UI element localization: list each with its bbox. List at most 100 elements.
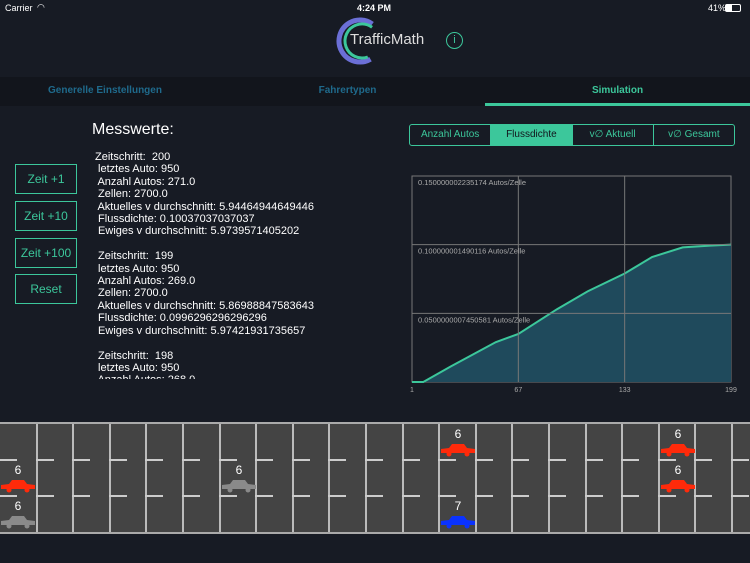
lane-marking <box>365 495 383 497</box>
cell-divider <box>621 424 623 532</box>
car-icon <box>441 516 475 529</box>
cell-divider <box>72 424 74 532</box>
x-tick-label: 133 <box>619 387 631 394</box>
lane-marking <box>328 459 346 461</box>
x-tick-label: 199 <box>725 387 737 394</box>
cell-divider <box>182 424 184 532</box>
lane-marking <box>438 495 456 497</box>
lane-marking <box>328 495 346 497</box>
chart-tab-anzahl-autos[interactable]: Anzahl Autos <box>410 125 492 145</box>
tab-bar: Generelle Einstellungen Fahrertypen Simu… <box>0 77 750 106</box>
car-icon <box>1 516 35 529</box>
lane-marking <box>365 459 383 461</box>
info-circle-icon[interactable]: i <box>446 32 463 49</box>
lane-marking <box>109 459 127 461</box>
lane-marking <box>36 459 54 461</box>
chart-tab-v-aktuell[interactable]: v∅ Aktuell <box>573 125 654 145</box>
car: 6 <box>0 461 36 495</box>
car: 6 <box>221 461 257 495</box>
tab-generelle-einstellungen[interactable]: Generelle Einstellungen <box>48 85 162 96</box>
lane-marking <box>585 459 603 461</box>
cell-divider <box>328 424 330 532</box>
car: 6 <box>0 497 36 531</box>
car-icon <box>661 444 695 457</box>
lane-marking <box>255 459 273 461</box>
lane-marking <box>182 495 200 497</box>
car: 7 <box>440 497 476 531</box>
lane-marking <box>182 459 200 461</box>
lane-marking <box>0 459 17 461</box>
time-plus-100-button[interactable]: Zeit +100 <box>15 238 77 268</box>
y-tick-label: 0.100000001490116 Autos/Zelle <box>418 247 525 256</box>
cell-divider <box>109 424 111 532</box>
lane-marking <box>621 495 639 497</box>
cell-divider <box>585 424 587 532</box>
lane-marking <box>255 495 273 497</box>
lane-marking <box>548 459 566 461</box>
lane-marking <box>658 495 676 497</box>
logo-text: TrafficMath <box>350 31 425 48</box>
cell-divider <box>548 424 550 532</box>
flow-density-chart: 1 67 133 199 0.0500000007450581 Autos/Zelle 0… <box>410 175 737 394</box>
lane-marking <box>402 459 420 461</box>
car-icon <box>1 480 35 493</box>
cell-divider <box>731 424 733 532</box>
status-bar: Carrier ◠ 4:24 PM 41% <box>0 0 750 16</box>
car: 6 <box>660 425 696 459</box>
cell-divider <box>658 424 660 532</box>
tab-fahrertypen[interactable]: Fahrertypen <box>318 85 377 96</box>
road-simulation: 6 6 6 6 7 6 6 <box>0 422 750 534</box>
lane-marking <box>548 495 566 497</box>
y-tick-label: 0.0500000007450581 Autos/Zelle <box>418 315 530 324</box>
lane-marking <box>292 459 310 461</box>
lane-marking <box>511 459 529 461</box>
reset-button[interactable]: Reset <box>15 274 77 304</box>
cell-divider <box>511 424 513 532</box>
battery-level: 41% <box>708 3 727 13</box>
lane-marking <box>145 459 163 461</box>
cell-divider <box>36 424 38 532</box>
lane-marking <box>621 459 639 461</box>
lane-marking <box>658 459 676 461</box>
lane-marking <box>585 495 603 497</box>
x-tick-label: 67 <box>514 387 522 394</box>
cell-divider <box>255 424 257 532</box>
x-tick-label: 1 <box>410 387 414 394</box>
wifi-icon: ◠ <box>37 2 45 12</box>
cell-divider <box>145 424 147 532</box>
cell-divider <box>402 424 404 532</box>
lane-marking <box>36 495 54 497</box>
car-speed-label: 6 <box>14 499 22 513</box>
chart-tab-flussdichte[interactable]: Flussdichte <box>491 125 573 145</box>
lane-marking <box>145 495 163 497</box>
lane-marking <box>475 459 493 461</box>
lane-marking <box>72 495 90 497</box>
lane-marking <box>731 459 749 461</box>
logo-icon <box>336 17 384 65</box>
chart-selector: Anzahl Autos Flussdichte v∅ Aktuell v∅ G… <box>409 124 735 146</box>
clock: 4:24 PM <box>357 3 392 13</box>
cell-divider <box>438 424 440 532</box>
lane-marking <box>402 495 420 497</box>
time-plus-10-button[interactable]: Zeit +10 <box>15 201 77 231</box>
car-speed-label: 7 <box>454 499 462 513</box>
lane-marking <box>694 459 712 461</box>
chart-tab-v-gesamt[interactable]: v∅ Gesamt <box>668 129 720 140</box>
battery-icon <box>725 4 741 12</box>
car-speed-label: 6 <box>674 463 682 477</box>
app-header: TrafficMath i <box>0 16 750 76</box>
car: 6 <box>440 425 476 459</box>
cell-divider <box>219 424 221 532</box>
tab-simulation[interactable]: Simulation <box>485 77 750 106</box>
lane-marking <box>0 495 17 497</box>
measurement-log[interactable]: Zeitschritt: 200 letztes Auto: 950 Anzah… <box>95 151 314 379</box>
lane-marking <box>438 459 456 461</box>
car-speed-label: 6 <box>14 463 22 477</box>
data-line <box>412 243 732 383</box>
time-plus-1-button[interactable]: Zeit +1 <box>15 164 77 194</box>
car-icon <box>222 480 256 493</box>
lane-marking <box>292 495 310 497</box>
car-speed-label: 6 <box>674 427 682 441</box>
lane-marking <box>475 495 493 497</box>
cell-divider <box>365 424 367 532</box>
